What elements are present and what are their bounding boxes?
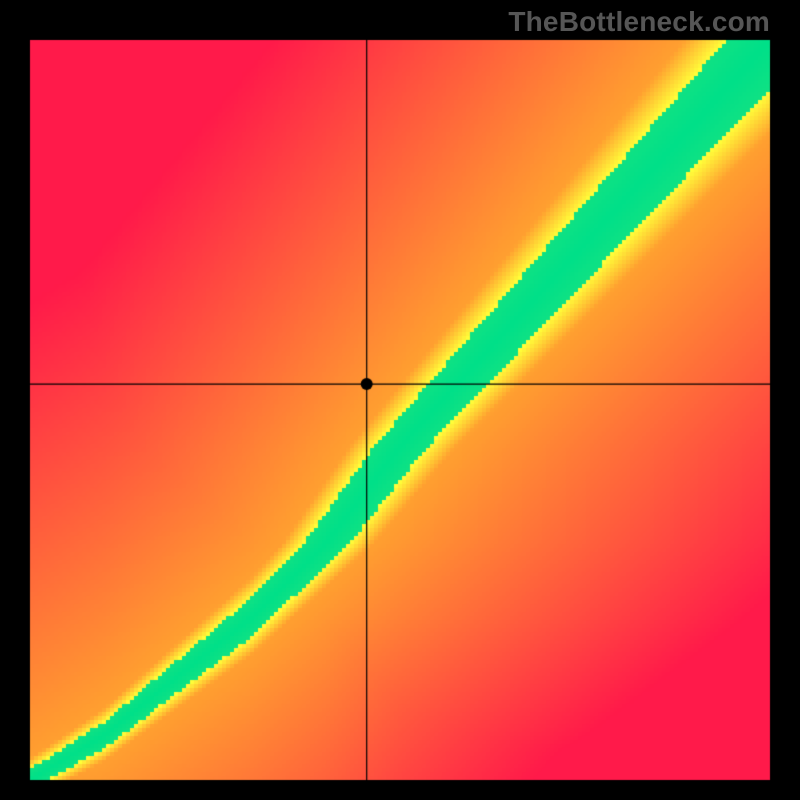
heatmap-canvas: [0, 0, 800, 800]
chart-container: TheBottleneck.com: [0, 0, 800, 800]
watermark-text: TheBottleneck.com: [508, 6, 770, 38]
